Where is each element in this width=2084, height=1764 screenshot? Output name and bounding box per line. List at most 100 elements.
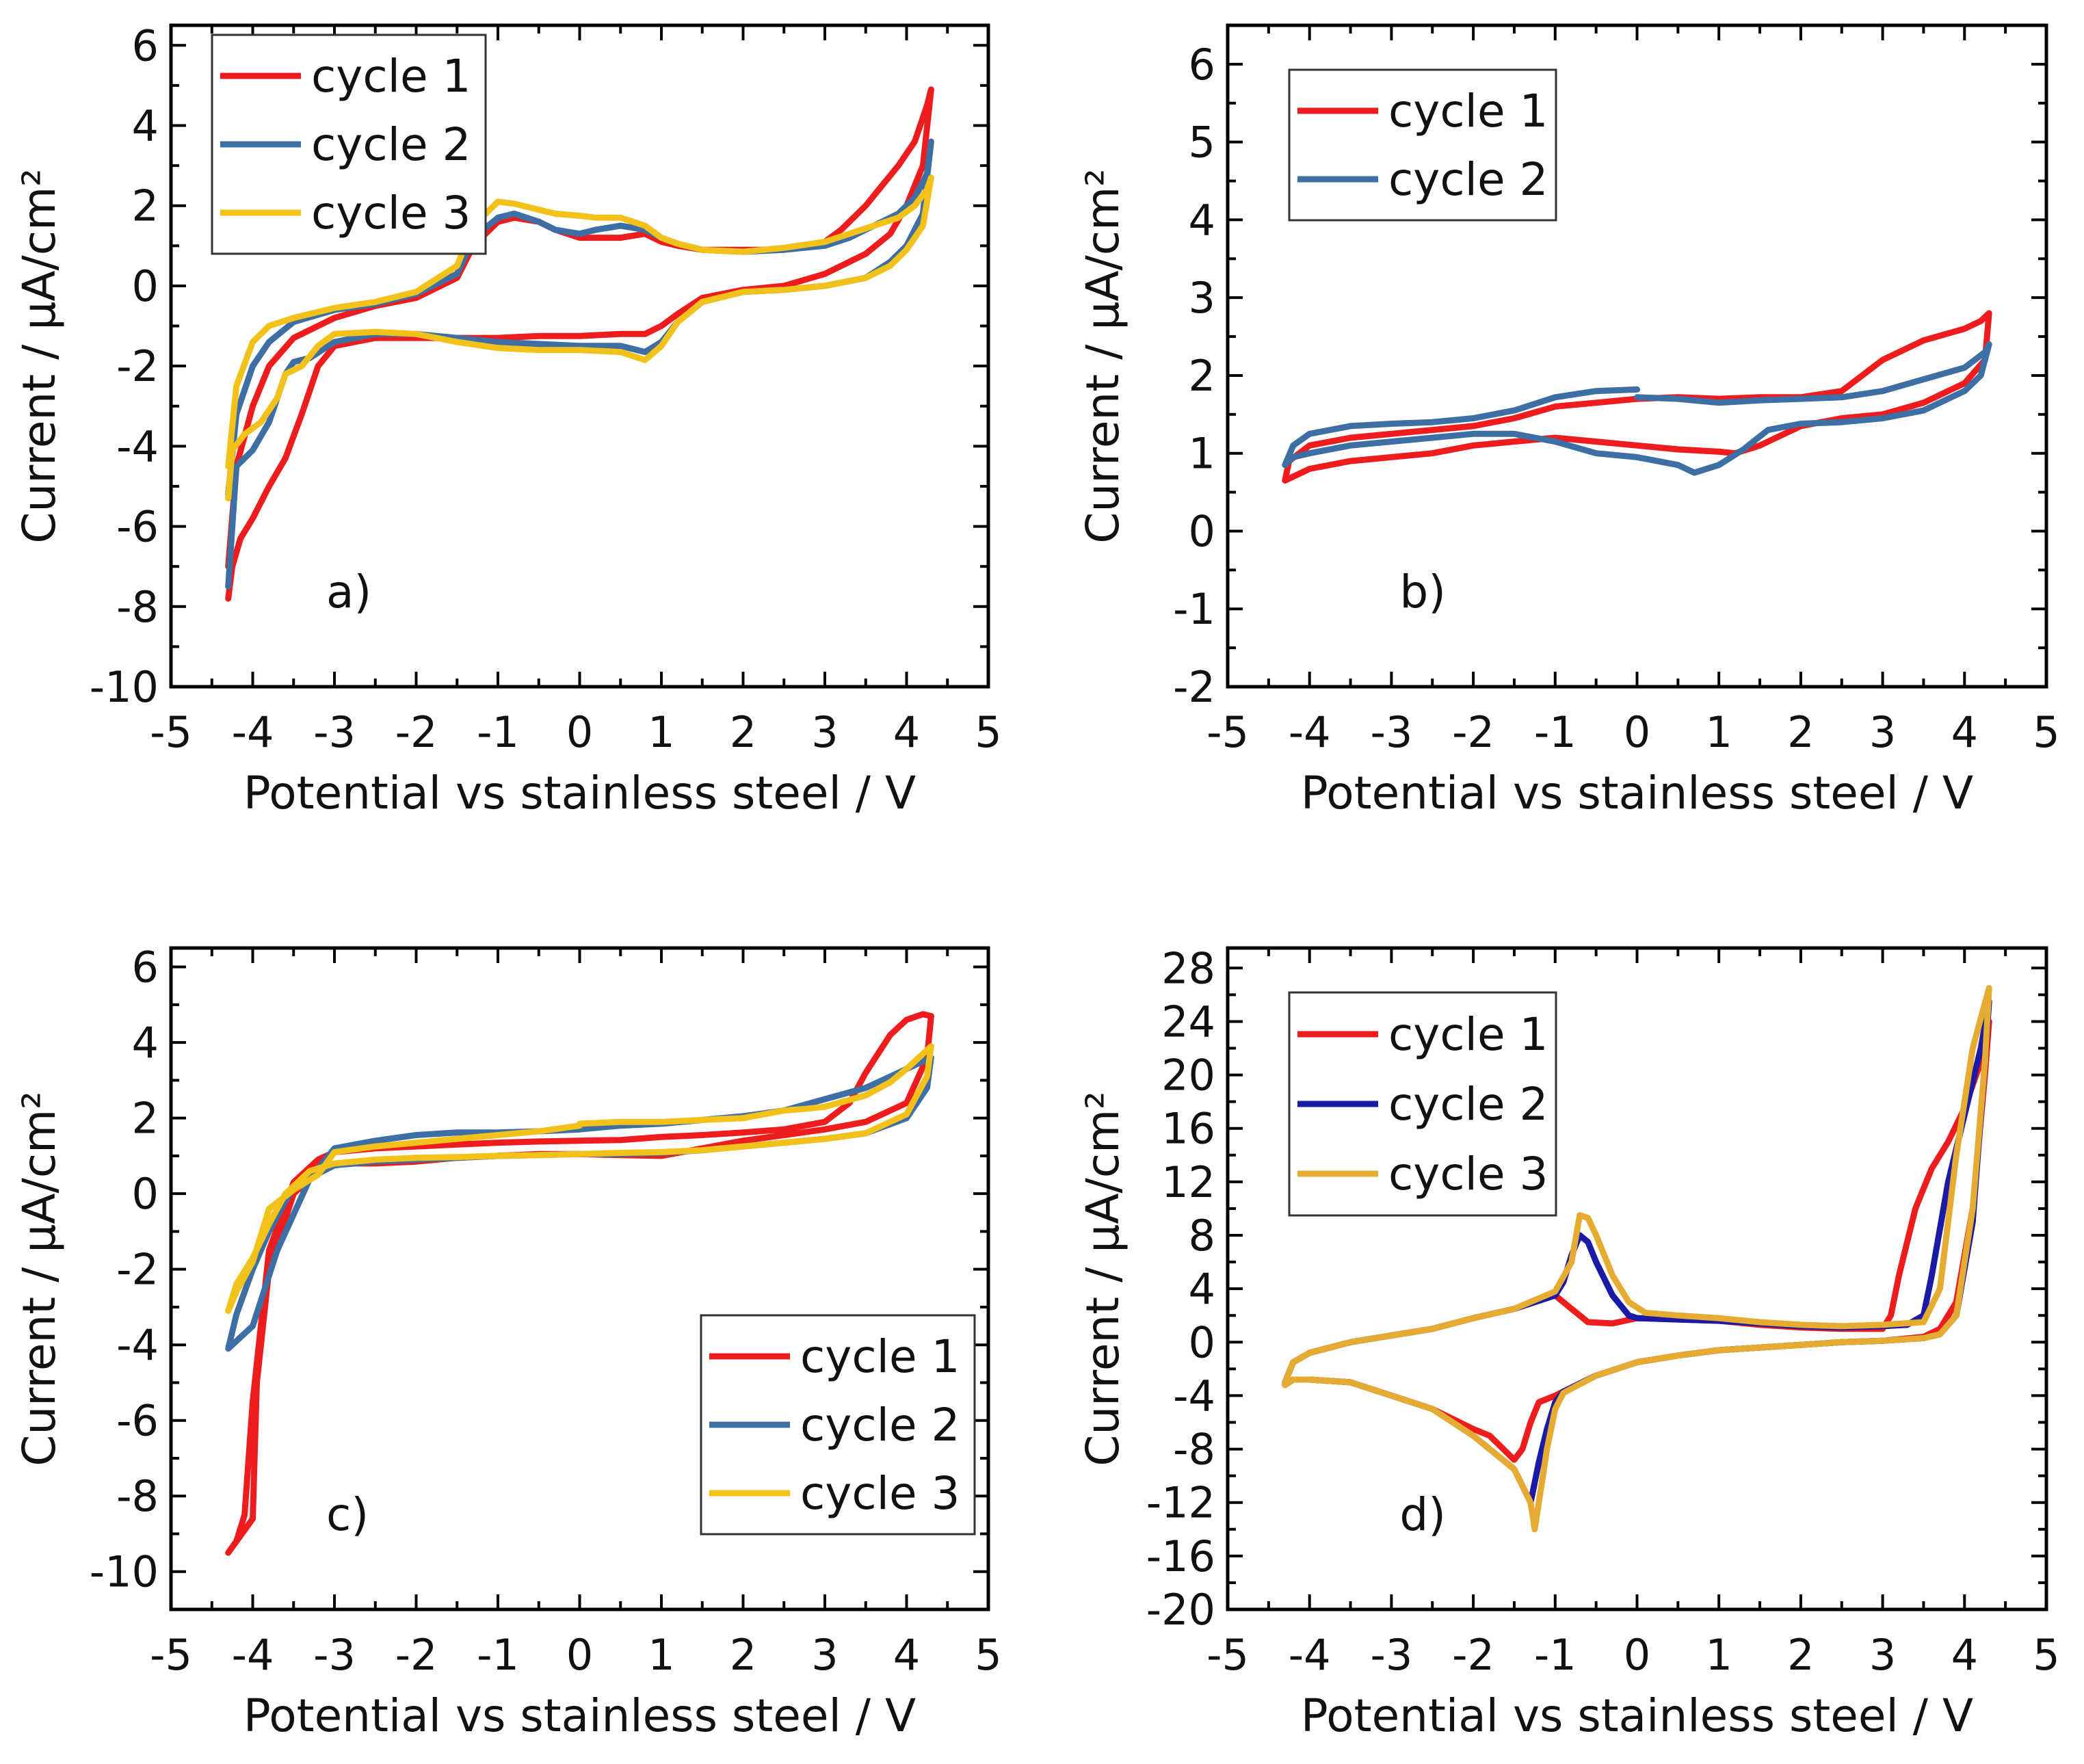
x-tick-label: -2 [395,707,438,757]
x-tick-label: 1 [1705,1630,1732,1680]
legend-label-cycle-1: cycle 1 [1388,1008,1548,1061]
panel-label: d) [1399,1488,1446,1541]
y-tick-label: -20 [1146,1585,1215,1635]
x-tick-label: 3 [811,1630,838,1680]
x-tick-label: 1 [648,1630,674,1680]
y-tick-label: -12 [1146,1478,1215,1528]
x-tick-label: 4 [893,707,920,757]
y-tick-label: 4 [132,101,159,151]
x-tick-label: 4 [1951,707,1978,757]
y-tick-label: 0 [1189,1317,1215,1367]
x-axis-title: Potential vs stainless steel / V [1301,767,1973,819]
x-tick-label: 3 [811,707,838,757]
y-tick-label: 4 [1189,1264,1215,1314]
y-tick-label: 1 [1189,429,1215,479]
x-tick-label: -1 [477,1630,519,1680]
y-tick-label: -8 [1173,1425,1215,1475]
y-tick-label: 20 [1161,1051,1215,1101]
x-axis-title: Potential vs stainless steel / V [243,1689,916,1742]
panel-c: -5 -4 -3 -2 -1 0 1 2 3 4 5-10-8-6-4-20246Potential… [13,943,1002,1742]
y-axis-title: Current / μA/cm² [1077,1091,1129,1466]
x-tick-label: 4 [1951,1630,1978,1680]
x-tick-label: 5 [2033,1630,2059,1680]
x-tick-label: 1 [1705,707,1732,757]
y-tick-label: 4 [132,1018,159,1068]
x-tick-label: -5 [1206,707,1249,757]
x-tick-label: 5 [975,1630,1001,1680]
series-line-cycle-3 [225,1043,934,1314]
y-tick-label: -1 [1173,584,1215,634]
x-tick-label: -5 [1206,1630,1249,1680]
y-tick-label: 28 [1161,943,1215,993]
x-tick-label: 5 [2033,707,2059,757]
x-tick-label: 0 [1624,707,1650,757]
y-tick-label: -4 [116,421,159,471]
x-tick-label: 0 [566,1630,593,1680]
x-tick-label: -4 [232,707,274,757]
x-tick-label: 5 [975,707,1001,757]
x-tick-label: 2 [1787,1630,1814,1680]
x-tick-label: 0 [1624,1630,1650,1680]
x-tick-label: -2 [1452,707,1494,757]
legend: cycle 1 cycle 2 cycle 3 [700,1314,976,1536]
x-tick-label: 1 [648,707,674,757]
x-tick-label: 3 [1869,1630,1896,1680]
panel-label: b) [1399,566,1446,618]
y-axis-title: Current / μA/cm² [13,1091,66,1466]
y-tick-label: 6 [1189,40,1215,90]
legend-label-cycle-3: cycle 3 [1388,1148,1548,1200]
series-line-cycle-3 [1282,985,1992,1533]
y-tick-label: 12 [1161,1157,1215,1207]
legend: cycle 1 cycle 2 [1288,68,1557,222]
x-tick-label: -4 [1289,707,1331,757]
legend-label-cycle-1: cycle 1 [1388,85,1548,137]
y-tick-label: 2 [132,181,159,231]
x-tick-label: 2 [730,1630,756,1680]
y-tick-label: 2 [132,1094,159,1144]
y-tick-label: 5 [1189,118,1215,168]
x-tick-label: -4 [1289,1630,1331,1680]
x-tick-label: -5 [150,1630,192,1680]
y-tick-label: -6 [116,502,159,552]
y-tick-label: -16 [1146,1531,1215,1581]
series-group [1282,310,1992,484]
y-tick-label: 8 [1189,1211,1215,1261]
y-tick-label: 4 [1189,195,1215,245]
series-group [1282,985,1992,1533]
series-line-cycle-2 [1282,341,1992,476]
y-tick-label: -10 [90,662,159,712]
x-tick-label: -3 [1370,707,1412,757]
y-tick-label: 0 [132,261,159,311]
x-tick-label: 4 [893,1630,920,1680]
y-tick-label: 24 [1161,997,1215,1046]
y-tick-label: 16 [1161,1104,1215,1154]
y-axis-title: Current / μA/cm² [13,168,66,544]
legend-label-cycle-2: cycle 2 [1388,1078,1548,1131]
x-tick-label: -3 [1370,1630,1412,1680]
x-tick-label: -1 [1534,1630,1577,1680]
x-tick-label: 0 [566,707,593,757]
y-axis-title: Current / μA/cm² [1077,168,1129,544]
y-tick-label: 0 [1189,506,1215,556]
y-tick-label: -6 [116,1396,159,1446]
series-line-cycle-2 [225,1054,934,1352]
panel-a: -5 -4 -3 -2 -1 0 1 2 3 4 5-10-8-6-4-20246Potential… [13,21,1002,819]
x-tick-label: -1 [477,707,519,757]
legend-label-cycle-2: cycle 2 [1388,153,1548,206]
x-tick-label: -2 [395,1630,438,1680]
legend-label-cycle-3: cycle 3 [800,1467,960,1520]
y-tick-label: -2 [1173,662,1215,712]
y-tick-label: 6 [132,21,159,70]
legend-label-cycle-3: cycle 3 [311,187,471,239]
y-tick-label: -8 [116,582,159,632]
panel-b: -5 -4 -3 -2 -1 0 1 2 3 4 5 -2 -1 0 1 2 3 4 5 6 Potential vs … [1077,23,2060,819]
x-axis-title: Potential vs stainless steel / V [1301,1689,1973,1742]
y-tick-label: -10 [90,1547,159,1597]
legend-box [1288,68,1557,222]
x-tick-label: -2 [1452,1630,1494,1680]
legend-label-cycle-1: cycle 1 [311,50,471,103]
panel-label: c) [326,1488,369,1541]
series-group [225,1011,934,1556]
x-tick-label: 2 [730,707,756,757]
x-tick-label: -3 [313,1630,356,1680]
